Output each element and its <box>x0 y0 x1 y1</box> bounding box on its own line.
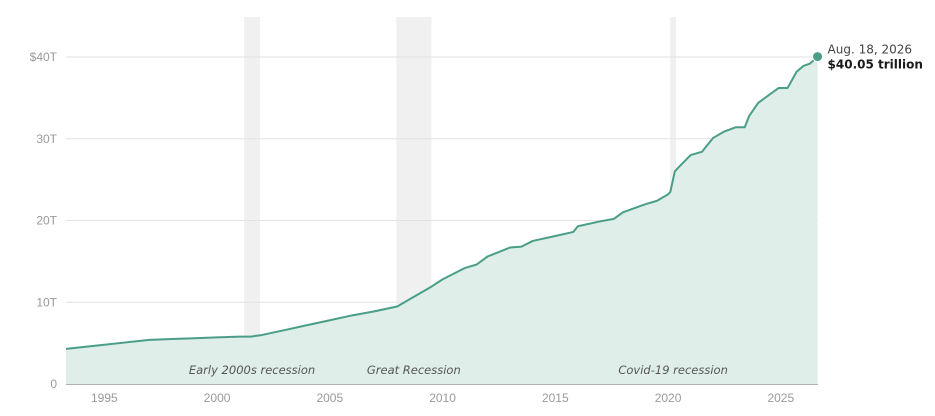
x-tick-label: 1995 <box>91 391 118 405</box>
y-tick-label: $40T <box>30 50 58 64</box>
recession-label: Covid-19 recession <box>618 363 728 377</box>
x-tick-label: 2025 <box>767 391 794 405</box>
labels: 0 10T 20T 30T $40T 1995 2000 2005 2010 2015 2020 20… <box>30 50 795 405</box>
recession-label: Early 2000s recession <box>189 363 315 377</box>
end-value-label: $40.05 trillion <box>828 58 923 72</box>
end-point-marker <box>812 51 824 63</box>
y-tick-label: 20T <box>36 214 57 228</box>
x-tick-label: 2015 <box>542 391 569 405</box>
x-tick-label: 2000 <box>204 391 231 405</box>
series-line <box>65 55 819 350</box>
x-tick-label: 2005 <box>316 391 343 405</box>
x-tick-label: 2010 <box>429 391 456 405</box>
y-tick-label: 0 <box>50 377 57 391</box>
recession-band-0 <box>244 17 260 384</box>
area-fill <box>66 56 818 385</box>
y-tick-label: 30T <box>36 132 57 146</box>
recession-label: Great Recession <box>367 363 461 377</box>
y-tick-label: 10T <box>36 295 57 309</box>
x-tick-label: 2020 <box>655 391 682 405</box>
end-date-label: Aug. 18, 2026 <box>828 43 913 57</box>
data-area <box>65 51 824 385</box>
